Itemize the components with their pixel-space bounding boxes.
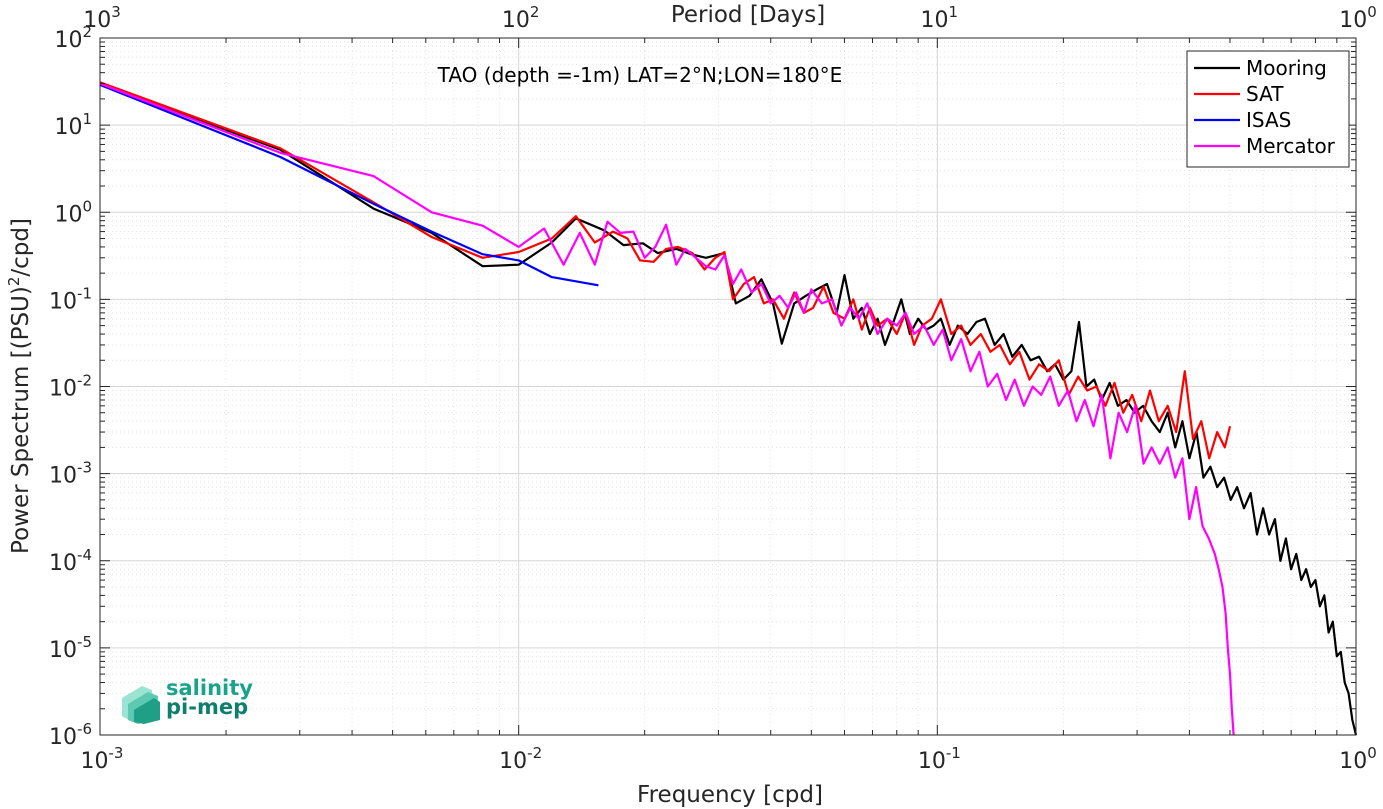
x2-axis-label: Period [Days] [671,2,825,28]
x2-tick-label-base: 10 [1339,8,1367,33]
y-tick-label-base: 10 [49,289,77,314]
logo-wave-front [134,698,160,724]
y-tick-label-base: 10 [49,377,77,402]
logo-text-pi-mep: pi-mep [166,695,248,719]
y-axis-label: Power Spectrum [(PSU)2/cpd] [5,218,34,554]
y-tick-label: 10-1 [49,284,92,314]
y-tick-label: 10-2 [49,372,92,402]
x2-tick-label: 100 [1339,3,1377,33]
x-tick-label: 10-2 [499,744,542,774]
series-line-isas [99,83,599,287]
legend-label-isas: ISAS [1246,108,1291,132]
salinity-pi-mep-logo: salinity pi-mep [122,676,253,724]
y-axis-label-base: Power Spectrum [(PSU) [8,286,34,554]
x2-tick-label-exponent: 3 [111,3,121,21]
y-tick-label-base: 10 [54,28,82,53]
x-tick-label-exponent: 0 [1367,744,1377,762]
x-tick-label: 10-1 [918,744,961,774]
y-tick-label-exponent: 1 [82,110,92,128]
x-tick-label-exponent: -2 [527,744,542,762]
y-tick-label-exponent: 2 [82,23,92,41]
series-line-sat [99,81,1232,460]
y-tick-label: 10-3 [49,459,92,489]
y-tick-label: 102 [54,23,92,53]
x-tick-label-base: 10 [81,749,109,774]
y-axis-label-sup: 2 [5,277,23,287]
y-tick-label-base: 10 [54,115,82,140]
legend-box [1186,50,1350,168]
x2-tick-label: 102 [502,3,540,33]
chart-title: TAO (depth =-1m) LAT=2°N;LON=180°E [437,63,843,87]
x2-tick-label-base: 10 [83,8,111,33]
y-tick-label: 10-5 [49,633,92,663]
series-line-mooring [99,82,1358,736]
x-tick-label-base: 10 [918,749,946,774]
series-layer [99,81,1358,736]
y-tick-label-base: 10 [49,464,77,489]
x-tick-label-base: 10 [1339,749,1367,774]
y-tick-label-base: 10 [49,551,77,576]
x2-tick-label-exponent: 0 [1367,3,1377,21]
y-tick-label-exponent: -4 [77,546,92,564]
x2-tick-label-base: 10 [502,8,530,33]
y-tick-label-base: 10 [49,725,77,750]
x-tick-label-exponent: -1 [946,744,961,762]
y-tick-label-base: 10 [49,638,77,663]
legend-label-mercator: Mercator [1246,134,1336,158]
logo-text-salinity: salinity [166,676,253,700]
x-axis-label: Frequency [cpd] [637,782,823,808]
x2-tick-label-base: 10 [921,8,949,33]
y-tick-label-base: 10 [54,202,82,227]
series-line-mercator [99,82,1235,736]
legend-label-sat: SAT [1246,82,1284,106]
y-tick-label-exponent: -2 [77,372,92,390]
x-tick-label: 10-3 [81,744,124,774]
x2-tick-label: 101 [921,3,959,33]
y-tick-label: 10-4 [49,546,92,576]
y-axis-label-tail: /cpd] [8,218,34,277]
y-tick-label-exponent: -6 [77,720,92,738]
legend-label-mooring: Mooring [1246,56,1327,80]
x2-tick-label-exponent: 1 [949,3,959,21]
x2-tick-label: 103 [83,3,121,33]
y-tick-label-exponent: -5 [77,633,92,651]
y-tick-label: 100 [54,197,92,227]
x-tick-label: 100 [1339,744,1377,774]
x-tick-label-exponent: -3 [109,744,124,762]
x-tick-label-base: 10 [499,749,527,774]
y-tick-label-exponent: -1 [77,284,92,302]
y-tick-label: 101 [54,110,92,140]
x2-tick-label-exponent: 2 [530,3,540,21]
y-tick-label-exponent: -3 [77,459,92,477]
y-tick-label-exponent: 0 [82,197,92,215]
y-tick-label: 10-6 [49,720,92,750]
